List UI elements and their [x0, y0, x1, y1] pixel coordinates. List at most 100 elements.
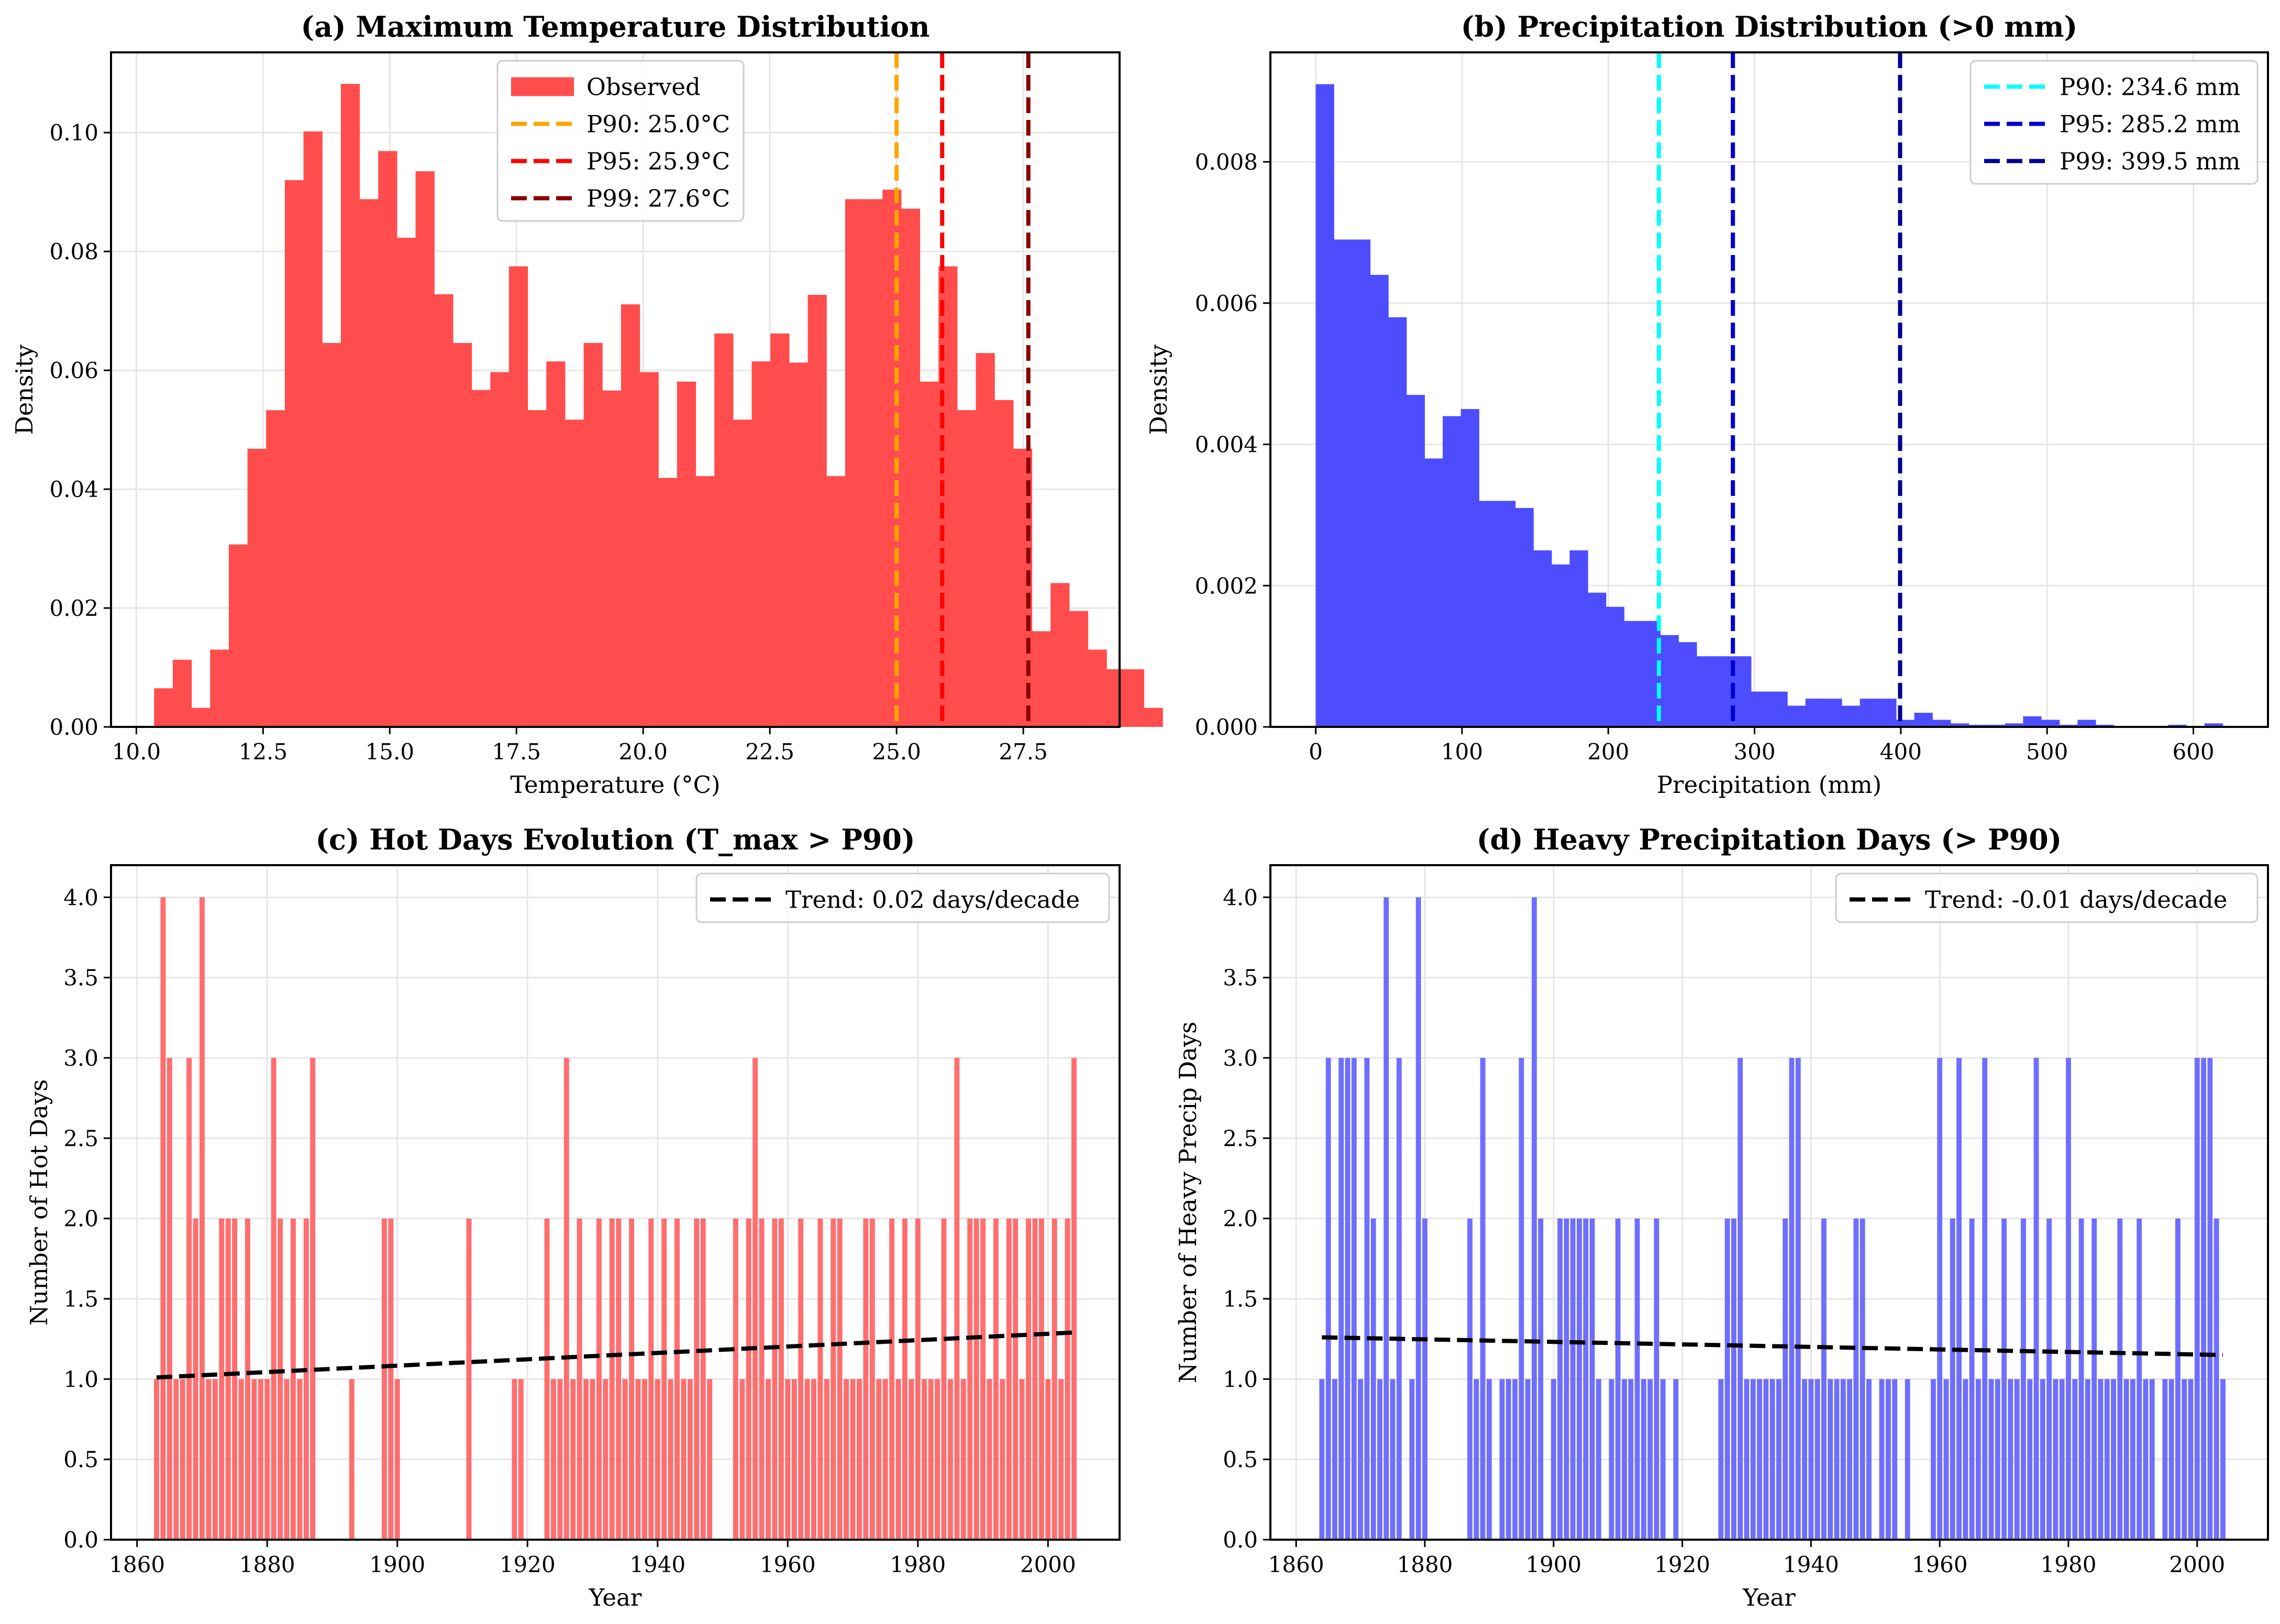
bar	[658, 478, 678, 727]
bar	[1338, 1058, 1344, 1540]
bar	[1479, 501, 1498, 727]
x-tick-label: 1880	[1397, 1552, 1453, 1577]
bar	[2040, 1379, 2045, 1540]
bar	[1052, 1218, 1057, 1540]
x-tick-label: 17.5	[492, 739, 541, 765]
x-tick-label: 20.0	[618, 739, 668, 765]
bar	[1776, 1379, 1781, 1540]
legend-box	[1969, 60, 2259, 185]
legend-label: P90: 234.6 mm	[2060, 73, 2240, 101]
axes-frame	[1269, 51, 2269, 728]
legend: Observed P90: 25.0°C P95: 25.9°C P99: 27.6°…	[496, 60, 745, 222]
bar	[2041, 720, 2060, 727]
legend-label: Trend: 0.02 days/decade	[785, 886, 1080, 914]
bar	[1828, 1379, 1833, 1540]
bar	[603, 1379, 608, 1540]
bar	[920, 381, 939, 727]
bar	[471, 390, 491, 727]
bar	[1388, 317, 1407, 727]
chart-title: (b) Precipitation Distribution (>0 mm)	[1461, 10, 2077, 43]
axes-frame	[110, 864, 1121, 1541]
x-tick-label: 25.0	[872, 739, 921, 765]
bar	[954, 1058, 960, 1540]
bar	[1914, 713, 1933, 727]
bar	[1660, 1379, 1666, 1540]
bar	[2194, 1058, 2200, 1540]
bar	[258, 1379, 263, 1540]
bar	[1315, 84, 1334, 727]
bar	[577, 1218, 582, 1540]
bar	[655, 1379, 660, 1540]
bar	[1634, 1218, 1640, 1540]
y-tick-label: 0.08	[49, 239, 98, 264]
x-tick-label: 400	[1880, 739, 1922, 765]
bar	[791, 1379, 797, 1540]
bar	[1892, 1379, 1898, 1540]
bar	[210, 649, 229, 727]
bar	[831, 1218, 836, 1540]
legend-swatch	[511, 77, 574, 96]
bar	[1512, 1379, 1518, 1540]
bar	[1071, 1058, 1077, 1540]
bar	[415, 171, 435, 727]
bar	[1932, 720, 1951, 727]
bar	[681, 1379, 687, 1540]
bar	[674, 1218, 680, 1540]
y-tick-label: 0.0	[63, 1527, 98, 1553]
bar	[2220, 1379, 2226, 1540]
bar	[186, 1058, 192, 1540]
x-tick-label: 200	[1587, 739, 1629, 765]
bar	[434, 294, 453, 727]
bar	[1499, 1379, 1505, 1540]
bar	[1982, 1058, 1988, 1540]
bar	[1615, 1218, 1621, 1540]
bar	[739, 1379, 745, 1540]
bar	[2104, 1379, 2110, 1540]
bar	[2059, 724, 2078, 727]
bar	[590, 1379, 595, 1540]
bar	[251, 1379, 257, 1540]
bar	[1624, 621, 1643, 727]
bar	[844, 1379, 849, 1540]
bar	[1808, 1379, 1814, 1540]
bar	[1834, 1379, 1840, 1540]
y-tick-label: 0.006	[1195, 291, 1258, 316]
bar	[172, 659, 192, 727]
bar	[1896, 720, 1915, 727]
bar	[1805, 699, 1824, 727]
bar	[1847, 1379, 1853, 1540]
bar	[695, 476, 715, 727]
bar	[1950, 723, 1969, 727]
bar	[987, 1379, 992, 1540]
x-tick-label: 1960	[1912, 1552, 1968, 1577]
bar	[1696, 656, 1715, 727]
bar	[2168, 1379, 2174, 1540]
bar	[976, 353, 995, 727]
y-tick-label: 1.5	[63, 1286, 98, 1312]
bar	[570, 1379, 576, 1540]
bar	[1930, 1379, 1936, 1540]
bar	[2008, 1379, 2013, 1540]
bar	[639, 372, 659, 727]
legend-label: Trend: -0.01 days/decade	[1925, 886, 2227, 914]
bar	[798, 1218, 804, 1540]
bar	[303, 131, 323, 727]
x-tick-label: 1960	[760, 1552, 816, 1577]
legend-label: Observed	[586, 73, 701, 101]
bar	[1319, 1379, 1325, 1540]
bar	[1409, 1379, 1415, 1540]
bar	[2053, 1379, 2058, 1540]
bar	[629, 1218, 635, 1540]
bar	[160, 897, 166, 1540]
legend: Trend: -0.01 days/decade	[1835, 872, 2259, 923]
bar	[1406, 395, 1425, 727]
bar	[563, 1058, 569, 1540]
bar	[546, 361, 566, 727]
bar	[746, 1218, 751, 1540]
bar	[2182, 1379, 2187, 1540]
x-tick-label: 500	[2026, 739, 2068, 765]
bar	[1878, 699, 1897, 727]
bar	[1842, 705, 1861, 727]
bar	[1937, 1058, 1943, 1540]
bar	[154, 688, 173, 727]
